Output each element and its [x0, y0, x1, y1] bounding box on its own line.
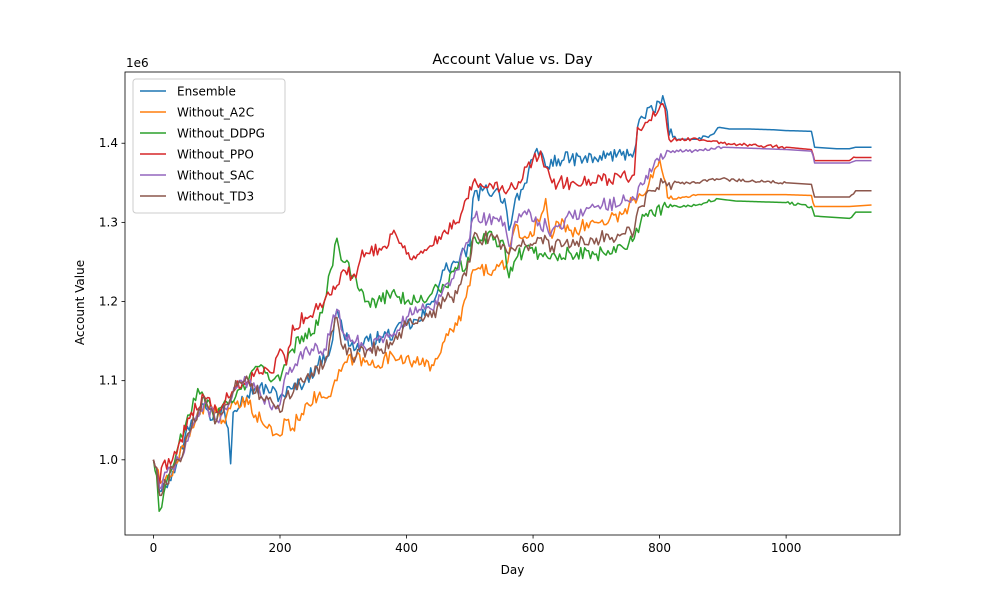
- y-tick-label: 1.3: [99, 215, 118, 229]
- legend-label-without-td3: Without_TD3: [177, 190, 254, 204]
- legend-box: [132, 78, 286, 214]
- legend-label-ensemble: Ensemble: [177, 85, 236, 99]
- y-tick-label: 1.2: [99, 295, 118, 309]
- series-line-ensemble: [152, 94, 872, 493]
- x-tick-label: 600: [522, 541, 545, 555]
- y-tick-label: 1.4: [99, 136, 118, 150]
- series-line-without-sac: [152, 145, 872, 490]
- series-line-without-td3: [152, 177, 872, 497]
- series-line-without-ddpg: [152, 197, 872, 513]
- y-tick-label: 1.0: [99, 453, 118, 467]
- x-tick-label: 200: [269, 541, 292, 555]
- x-tick-label: 800: [648, 541, 671, 555]
- series-line-without-ppo: [152, 102, 872, 485]
- y-axis-label: Account Value: [73, 260, 87, 345]
- legend-label-without-ddpg: Without_DDPG: [177, 127, 265, 141]
- x-tick-label: 400: [395, 541, 418, 555]
- y-offset-label: 1e6: [126, 56, 149, 70]
- legend-label-without-sac: Without_SAC: [177, 169, 254, 183]
- plot-lines: [152, 94, 872, 513]
- ticks: 0 200 400 600 800 1000 1.0 1.1 1.2 1.3 1.4: [99, 136, 801, 555]
- axes: [124, 71, 901, 536]
- y-tick-label: 1.1: [99, 374, 118, 388]
- legend-label-without-ppo: Without_PPO: [177, 148, 254, 162]
- chart-title: Account Value vs. Day: [432, 52, 593, 68]
- legend-label-without-a2c: Without_A2C: [177, 106, 254, 120]
- x-tick-label: 0: [150, 541, 158, 555]
- x-tick-label: 1000: [771, 541, 802, 555]
- legend: Ensemble Without_A2C Without_DDPG Without_P…: [132, 78, 286, 214]
- x-axis-label: Day: [501, 563, 525, 577]
- plot-frame: [124, 71, 901, 536]
